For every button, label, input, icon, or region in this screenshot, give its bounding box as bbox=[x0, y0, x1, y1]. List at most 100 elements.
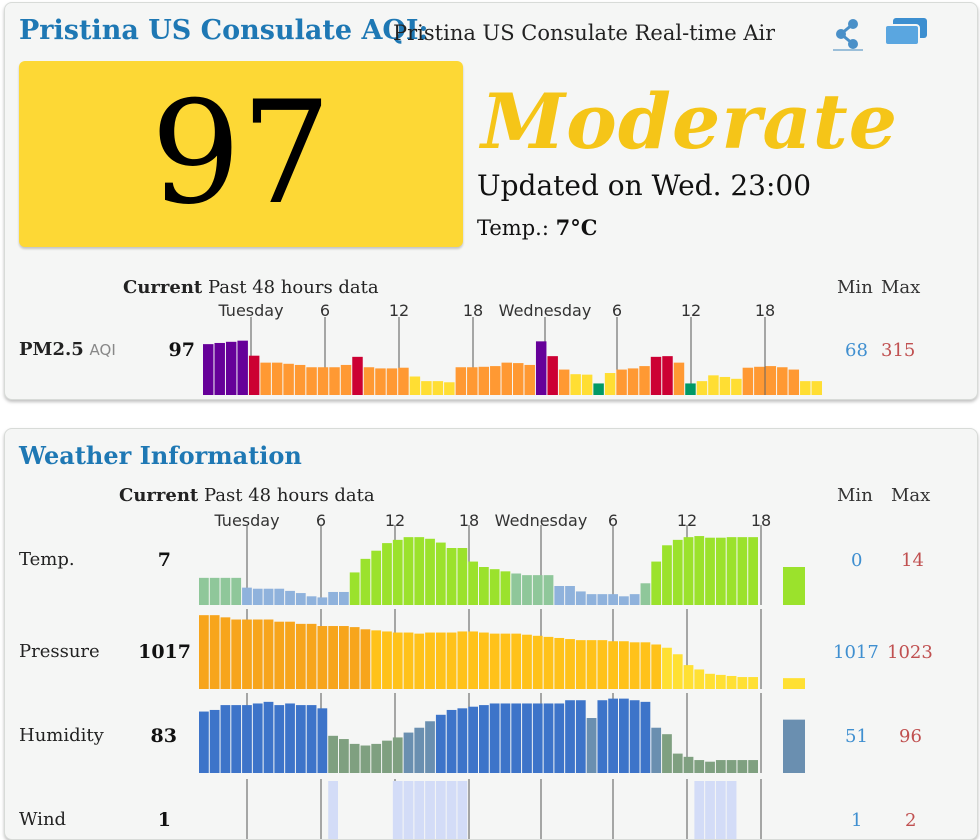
pm25-plot-bar-6 bbox=[271, 362, 283, 396]
temp-plot-bar-26 bbox=[479, 567, 489, 605]
pm25-plot-bar-52 bbox=[800, 381, 811, 396]
temp-label: Temp.: bbox=[477, 216, 549, 240]
temp-plot-bar-8 bbox=[285, 590, 295, 605]
pressure-row-max: 1023 bbox=[887, 642, 933, 663]
wind-row-label[interactable]: Wind bbox=[19, 809, 67, 830]
pressure-row-min: 1017 bbox=[833, 642, 879, 663]
share-icon[interactable] bbox=[831, 17, 865, 51]
pm25-plot-bar-50 bbox=[777, 367, 788, 395]
aqi-tick-3: 18 bbox=[462, 301, 484, 320]
humidity-plot-bar-28 bbox=[500, 703, 511, 773]
temp-row-min: 0 bbox=[851, 550, 863, 571]
aqi-tick-6: 12 bbox=[680, 301, 702, 320]
wind-row-max: 2 bbox=[905, 810, 917, 831]
temp-plot-bar-50 bbox=[737, 537, 748, 605]
pressure-plot-bar-22 bbox=[435, 632, 446, 689]
humidity-plot-bar-51 bbox=[748, 760, 758, 773]
pressure-plot-bar-36 bbox=[586, 640, 597, 689]
pressure-plot-bar-19 bbox=[403, 632, 414, 689]
pressure-plot-current-bar bbox=[783, 678, 805, 689]
pressure-plot-bar-3 bbox=[231, 619, 242, 689]
humidity-plot-bar-2 bbox=[220, 705, 231, 773]
weather-tick-7: 18 bbox=[750, 511, 772, 530]
pressure-plot-bar-24 bbox=[457, 631, 468, 689]
pressure-chart[interactable] bbox=[199, 609, 809, 689]
humidity-row-current: 83 bbox=[150, 725, 177, 747]
temp-row-label[interactable]: Temp. bbox=[19, 549, 75, 570]
aqi-subtitle: Pristina US Consulate Real-time Air Qual… bbox=[393, 21, 775, 45]
temp-plot-bar-5 bbox=[252, 588, 263, 605]
humidity-plot-bar-0 bbox=[199, 711, 209, 773]
pm25-plot-bar-29 bbox=[535, 341, 547, 395]
pressure-plot-bar-47 bbox=[705, 673, 715, 689]
pressure-plot-bar-30 bbox=[522, 634, 532, 689]
humidity-plot-bar-40 bbox=[629, 700, 640, 773]
pm25-plot-bar-44 bbox=[708, 375, 719, 395]
weather-title[interactable]: Weather Information bbox=[19, 441, 302, 470]
temp-plot-bar-0 bbox=[199, 577, 209, 605]
pressure-plot-bar-2 bbox=[220, 617, 231, 689]
humidity-row-min: 51 bbox=[845, 726, 868, 747]
humidity-plot-current-bar bbox=[783, 719, 805, 773]
wind-plot-bar-49 bbox=[726, 781, 737, 839]
humidity-chart[interactable] bbox=[199, 693, 809, 773]
humidity-plot-bar-32 bbox=[543, 703, 554, 773]
temp-plot-bar-51 bbox=[748, 537, 758, 605]
humidity-plot-bar-15 bbox=[360, 745, 371, 773]
temp-row-current: 7 bbox=[157, 549, 171, 571]
weather-chart-header: Current Past 48 hours data bbox=[119, 485, 375, 506]
temp-plot-bar-37 bbox=[597, 594, 608, 605]
temp-plot-bar-23 bbox=[446, 548, 457, 605]
temp-plot-bar-48 bbox=[715, 537, 726, 605]
windows-icon[interactable] bbox=[883, 17, 929, 47]
pressure-plot-bar-43 bbox=[662, 647, 672, 689]
temp-plot-bar-2 bbox=[220, 577, 231, 605]
humidity-plot-bar-21 bbox=[425, 721, 435, 773]
temp-plot-bar-18 bbox=[392, 539, 403, 605]
pm25-chart[interactable] bbox=[203, 317, 823, 396]
pm25-label[interactable]: PM2.5 AQI bbox=[19, 339, 116, 360]
pm25-plot-bar-32 bbox=[570, 374, 581, 395]
pm25-plot-bar-43 bbox=[696, 381, 708, 396]
pm25-plot-bar-21 bbox=[444, 382, 455, 395]
pressure-plot-bar-7 bbox=[274, 621, 285, 689]
pm25-plot-bar-36 bbox=[616, 369, 627, 395]
pressure-plot-bar-34 bbox=[565, 639, 575, 689]
pressure-plot-bar-6 bbox=[263, 619, 274, 689]
wind-plot-bar-21 bbox=[425, 781, 435, 839]
pressure-plot-bar-33 bbox=[554, 637, 565, 689]
pressure-plot-bar-27 bbox=[489, 633, 500, 689]
humidity-row-label[interactable]: Humidity bbox=[19, 725, 104, 746]
pm25-plot-bar-46 bbox=[731, 378, 742, 395]
temp-plot-bar-17 bbox=[382, 543, 392, 605]
humidity-plot-bar-47 bbox=[705, 761, 715, 773]
weather-tick-0: Tuesday bbox=[214, 511, 280, 530]
pm25-plot-bar-14 bbox=[363, 367, 375, 395]
weather-card: Weather Information Current Past 48 hour… bbox=[4, 428, 978, 840]
temp-plot-bar-34 bbox=[565, 586, 575, 605]
aqi-title[interactable]: Pristina US Consulate AQI: bbox=[19, 15, 429, 46]
pressure-plot-bar-29 bbox=[511, 633, 522, 689]
temp-plot-bar-30 bbox=[522, 575, 532, 605]
temp-plot-bar-49 bbox=[726, 537, 737, 605]
temp-plot-bar-12 bbox=[328, 591, 338, 605]
humidity-plot-bar-27 bbox=[489, 703, 500, 773]
aqi-temperature: Temp.: 7°C bbox=[477, 215, 597, 240]
aqi-tick-0: Tuesday bbox=[218, 301, 284, 320]
pm25-plot-bar-12 bbox=[340, 364, 352, 395]
temp-plot-bar-3 bbox=[231, 577, 242, 605]
pressure-row-label[interactable]: Pressure bbox=[19, 641, 100, 662]
temp-row-max: 14 bbox=[901, 550, 924, 571]
aqi-tick-2: 12 bbox=[388, 301, 410, 320]
temp-chart[interactable] bbox=[199, 525, 809, 605]
humidity-plot-bar-43 bbox=[662, 734, 672, 773]
wind-chart[interactable] bbox=[199, 779, 809, 839]
weather-header-current: Current bbox=[119, 485, 199, 506]
temp-plot-bar-33 bbox=[554, 586, 565, 605]
pm25-plot-bar-16 bbox=[386, 368, 398, 395]
pm25-plot-bar-2 bbox=[225, 341, 237, 395]
temp-plot-bar-32 bbox=[543, 575, 554, 605]
temp-plot-bar-29 bbox=[511, 573, 522, 605]
pressure-plot-bar-39 bbox=[619, 641, 629, 689]
wind-plot-bar-48 bbox=[715, 781, 726, 839]
